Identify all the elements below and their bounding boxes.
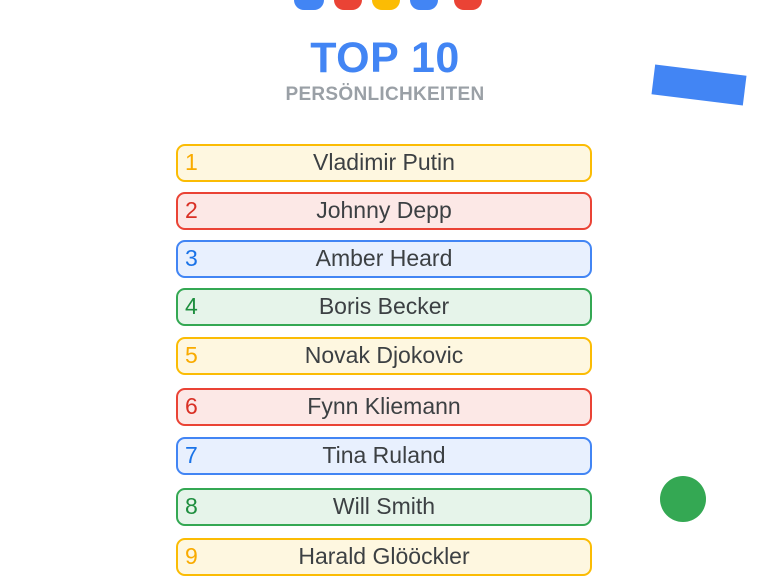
page-title: TOP 10 xyxy=(310,34,460,82)
person-name: Novak Djokovic xyxy=(304,342,464,368)
ranking-row: 3 Amber Heard xyxy=(176,240,592,278)
logo-letter-blue-2 xyxy=(410,0,438,10)
decorative-green-circle xyxy=(660,476,706,522)
person-name: Amber Heard xyxy=(315,245,453,271)
rank-number: 4 xyxy=(185,293,198,319)
rank-number: 2 xyxy=(185,197,198,223)
ranking-row: 5 Novak Djokovic xyxy=(176,337,592,375)
logo-letter-red-2 xyxy=(454,0,482,10)
page-subtitle: PERSÖNLICHKEITEN xyxy=(285,84,485,105)
person-name: Tina Ruland xyxy=(322,442,446,468)
logo-fragment xyxy=(290,0,490,10)
logo-letter-yellow xyxy=(372,0,400,10)
ranking-row: 8 Will Smith xyxy=(176,488,592,526)
person-name: Fynn Kliemann xyxy=(307,393,461,419)
person-name: Will Smith xyxy=(332,493,436,519)
logo-letter-red xyxy=(334,0,362,10)
logo-letter-blue xyxy=(294,0,324,10)
ranking-row: 9 Harald Glööckler xyxy=(176,538,592,576)
rank-number: 7 xyxy=(185,442,198,468)
rank-number: 8 xyxy=(185,493,198,519)
ranking-row: 1 Vladimir Putin xyxy=(176,144,592,182)
rank-number: 1 xyxy=(185,149,198,175)
person-name: Johnny Depp xyxy=(316,197,452,223)
rank-number: 9 xyxy=(185,543,198,569)
ranking-row: 4 Boris Becker xyxy=(176,288,592,326)
rank-number: 6 xyxy=(185,393,198,419)
ranking-row: 6 Fynn Kliemann xyxy=(176,388,592,426)
person-name: Harald Glööckler xyxy=(298,543,470,569)
ranking-row: 7 Tina Ruland xyxy=(176,437,592,475)
person-name: Vladimir Putin xyxy=(313,149,455,175)
ranking-row: 2 Johnny Depp xyxy=(176,192,592,230)
rank-number: 3 xyxy=(185,245,198,271)
rank-number: 5 xyxy=(185,342,198,368)
person-name: Boris Becker xyxy=(318,293,450,319)
